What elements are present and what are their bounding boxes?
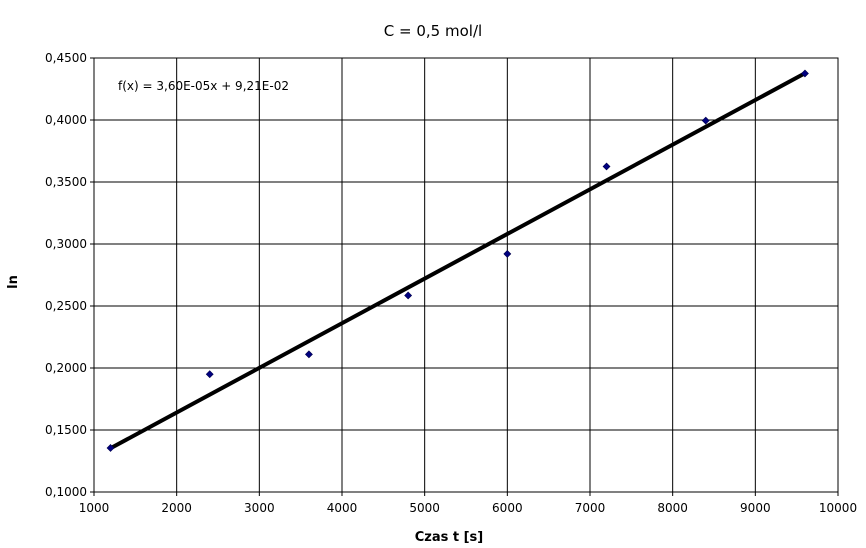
y-tick-label: 0,1500 xyxy=(45,423,87,437)
x-axis-ticks: 1000 2000 3000 4000 5000 6000 7000 8000 9000 1000… xyxy=(79,501,857,515)
y-tick-label: 0,4500 xyxy=(45,51,87,65)
y-tick-label: 0,3500 xyxy=(45,175,87,189)
x-tick-label: 4000 xyxy=(327,501,358,515)
data-point xyxy=(504,250,511,257)
data-point xyxy=(702,117,709,124)
data-point xyxy=(405,292,412,299)
y-tick-label: 0,3000 xyxy=(45,237,87,251)
y-tick-label: 0,1000 xyxy=(45,485,87,499)
x-tick-label: 3000 xyxy=(244,501,275,515)
x-tick-label: 5000 xyxy=(409,501,440,515)
x-tick-label: 2000 xyxy=(161,501,192,515)
chart-title: C = 0,5 mol/l xyxy=(384,22,482,40)
y-tick-label: 0,2000 xyxy=(45,361,87,375)
data-point xyxy=(603,163,610,170)
trendline-equation: f(x) = 3,60E-05x + 9,21E-02 xyxy=(118,79,289,93)
x-tick-label: 6000 xyxy=(492,501,523,515)
trendline xyxy=(111,73,805,448)
x-tick-label: 10000 xyxy=(819,501,857,515)
data-point xyxy=(206,371,213,378)
plot-area xyxy=(94,58,838,492)
data-point xyxy=(305,351,312,358)
y-tick-label: 0,4000 xyxy=(45,113,87,127)
y-tick-label: 0,2500 xyxy=(45,299,87,313)
grid xyxy=(90,58,838,496)
x-tick-label: 8000 xyxy=(657,501,688,515)
x-tick-label: 1000 xyxy=(79,501,110,515)
x-tick-label: 7000 xyxy=(575,501,606,515)
x-tick-label: 9000 xyxy=(740,501,771,515)
y-axis-title: ln xyxy=(6,275,21,289)
x-axis-title: Czas t [s] xyxy=(415,530,484,545)
y-axis-ticks: 0,1000 0,1500 0,2000 0,2500 0,3000 0,3500 0,40… xyxy=(45,51,87,499)
